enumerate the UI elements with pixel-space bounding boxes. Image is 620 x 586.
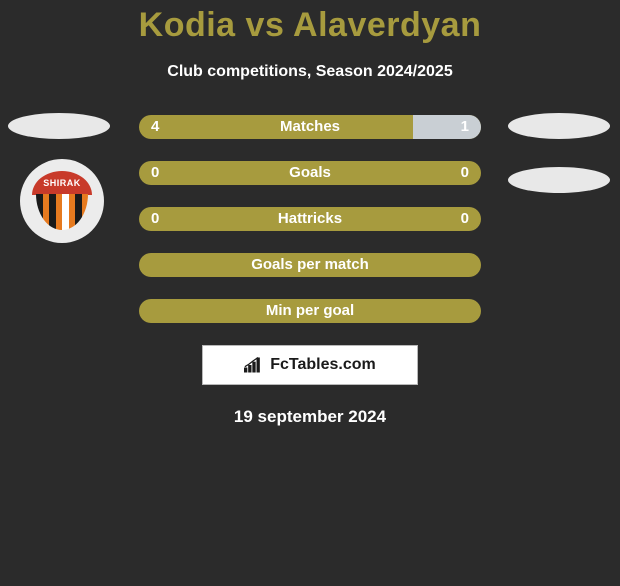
- player-left-slot: [8, 113, 110, 139]
- stat-bar-goals: 0 Goals 0: [139, 161, 481, 185]
- club-badge: SHIRAK: [20, 159, 104, 243]
- club-badge-name: SHIRAK: [43, 178, 81, 188]
- stat-right-value: 0: [461, 161, 469, 185]
- stat-label: Hattricks: [139, 207, 481, 231]
- player-right-slot-2: [508, 167, 610, 193]
- stat-label: Goals per match: [139, 253, 481, 277]
- stat-right-value: 1: [461, 115, 469, 139]
- brand-box[interactable]: FcTables.com: [202, 345, 418, 385]
- stat-bar-matches: 4 Matches 1: [139, 115, 481, 139]
- page-title: Kodia vs Alaverdyan: [0, 6, 620, 45]
- club-badge-stripes: [36, 194, 88, 230]
- brand-text: FcTables.com: [270, 356, 376, 374]
- date-text: 19 september 2024: [0, 407, 620, 427]
- comparison-panel: SHIRAK 4 Matches 1 0 Goals 0 0 Hattricks…: [0, 115, 620, 427]
- stat-bar-hattricks: 0 Hattricks 0: [139, 207, 481, 231]
- subtitle: Club competitions, Season 2024/2025: [0, 63, 620, 81]
- stat-bar-min-per-goal: Min per goal: [139, 299, 481, 323]
- bar-chart-icon: [244, 357, 264, 373]
- stat-bars: 4 Matches 1 0 Goals 0 0 Hattricks 0 Goal…: [139, 115, 481, 323]
- stat-right-value: 0: [461, 207, 469, 231]
- stat-label: Min per goal: [139, 299, 481, 323]
- stat-label: Goals: [139, 161, 481, 185]
- stat-bar-goals-per-match: Goals per match: [139, 253, 481, 277]
- stat-label: Matches: [139, 115, 481, 139]
- player-right-slot-1: [508, 113, 610, 139]
